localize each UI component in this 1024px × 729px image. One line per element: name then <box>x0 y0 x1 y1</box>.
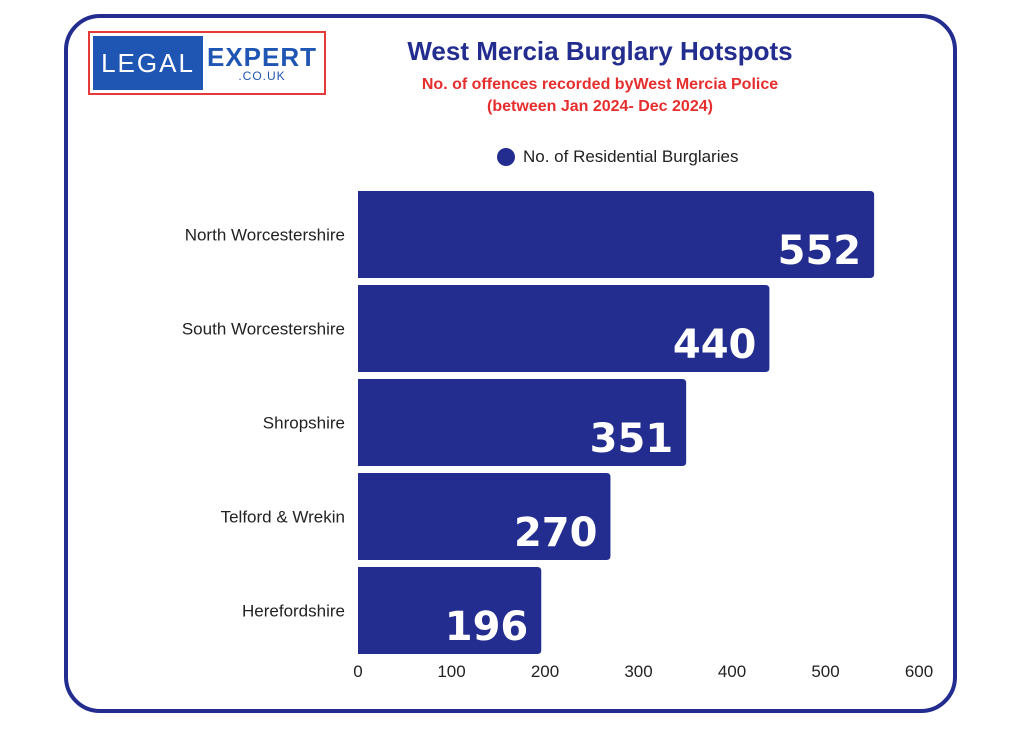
logo-domain-text: .CO.UK <box>238 68 286 83</box>
value-label-3: 270 <box>514 510 598 556</box>
x-tick-label-2: 200 <box>531 662 559 681</box>
category-label-2: Shropshire <box>263 414 345 433</box>
x-tick-label-1: 100 <box>437 662 465 681</box>
value-label-1: 440 <box>673 322 757 368</box>
chart-subtitle-line1: No. of offences recorded byWest Mercia P… <box>421 76 779 93</box>
category-label-0: North Worcestershire <box>185 226 345 245</box>
chart-title: West Mercia Burglary Hotspots <box>407 36 793 66</box>
legend-label: No. of Residential Burglaries <box>523 147 739 166</box>
logo-right-block: EXPERT .CO.UK <box>203 36 321 90</box>
legend-dot-icon <box>497 148 515 166</box>
value-label-0: 552 <box>778 228 862 274</box>
category-label-4: Herefordshire <box>242 602 345 621</box>
category-label-1: South Worcestershire <box>182 320 345 339</box>
value-label-2: 351 <box>590 416 674 462</box>
bar-3 <box>358 473 611 560</box>
logo-left-block: LEGAL <box>93 36 203 90</box>
x-tick-label-0: 0 <box>353 662 362 681</box>
bar-4 <box>358 567 542 654</box>
logo-left-text: LEGAL <box>101 47 195 78</box>
bar-0 <box>358 191 875 278</box>
x-tick-label-4: 400 <box>718 662 746 681</box>
x-tick-label-3: 300 <box>624 662 652 681</box>
category-label-3: Telford & Wrekin <box>221 508 345 527</box>
chart-legend: No. of Residential Burglaries <box>497 147 738 167</box>
logo-brand-text: EXPERT <box>206 41 318 72</box>
x-tick-label-5: 500 <box>811 662 839 681</box>
bar-1 <box>358 285 770 372</box>
chart-subtitle-line2: (between Jan 2024- Dec 2024) <box>487 98 713 115</box>
bar-2 <box>358 379 687 466</box>
value-label-4: 196 <box>445 604 529 650</box>
x-tick-label-6: 600 <box>905 662 933 681</box>
legal-expert-logo: LEGAL EXPERT .CO.UK <box>88 31 326 95</box>
